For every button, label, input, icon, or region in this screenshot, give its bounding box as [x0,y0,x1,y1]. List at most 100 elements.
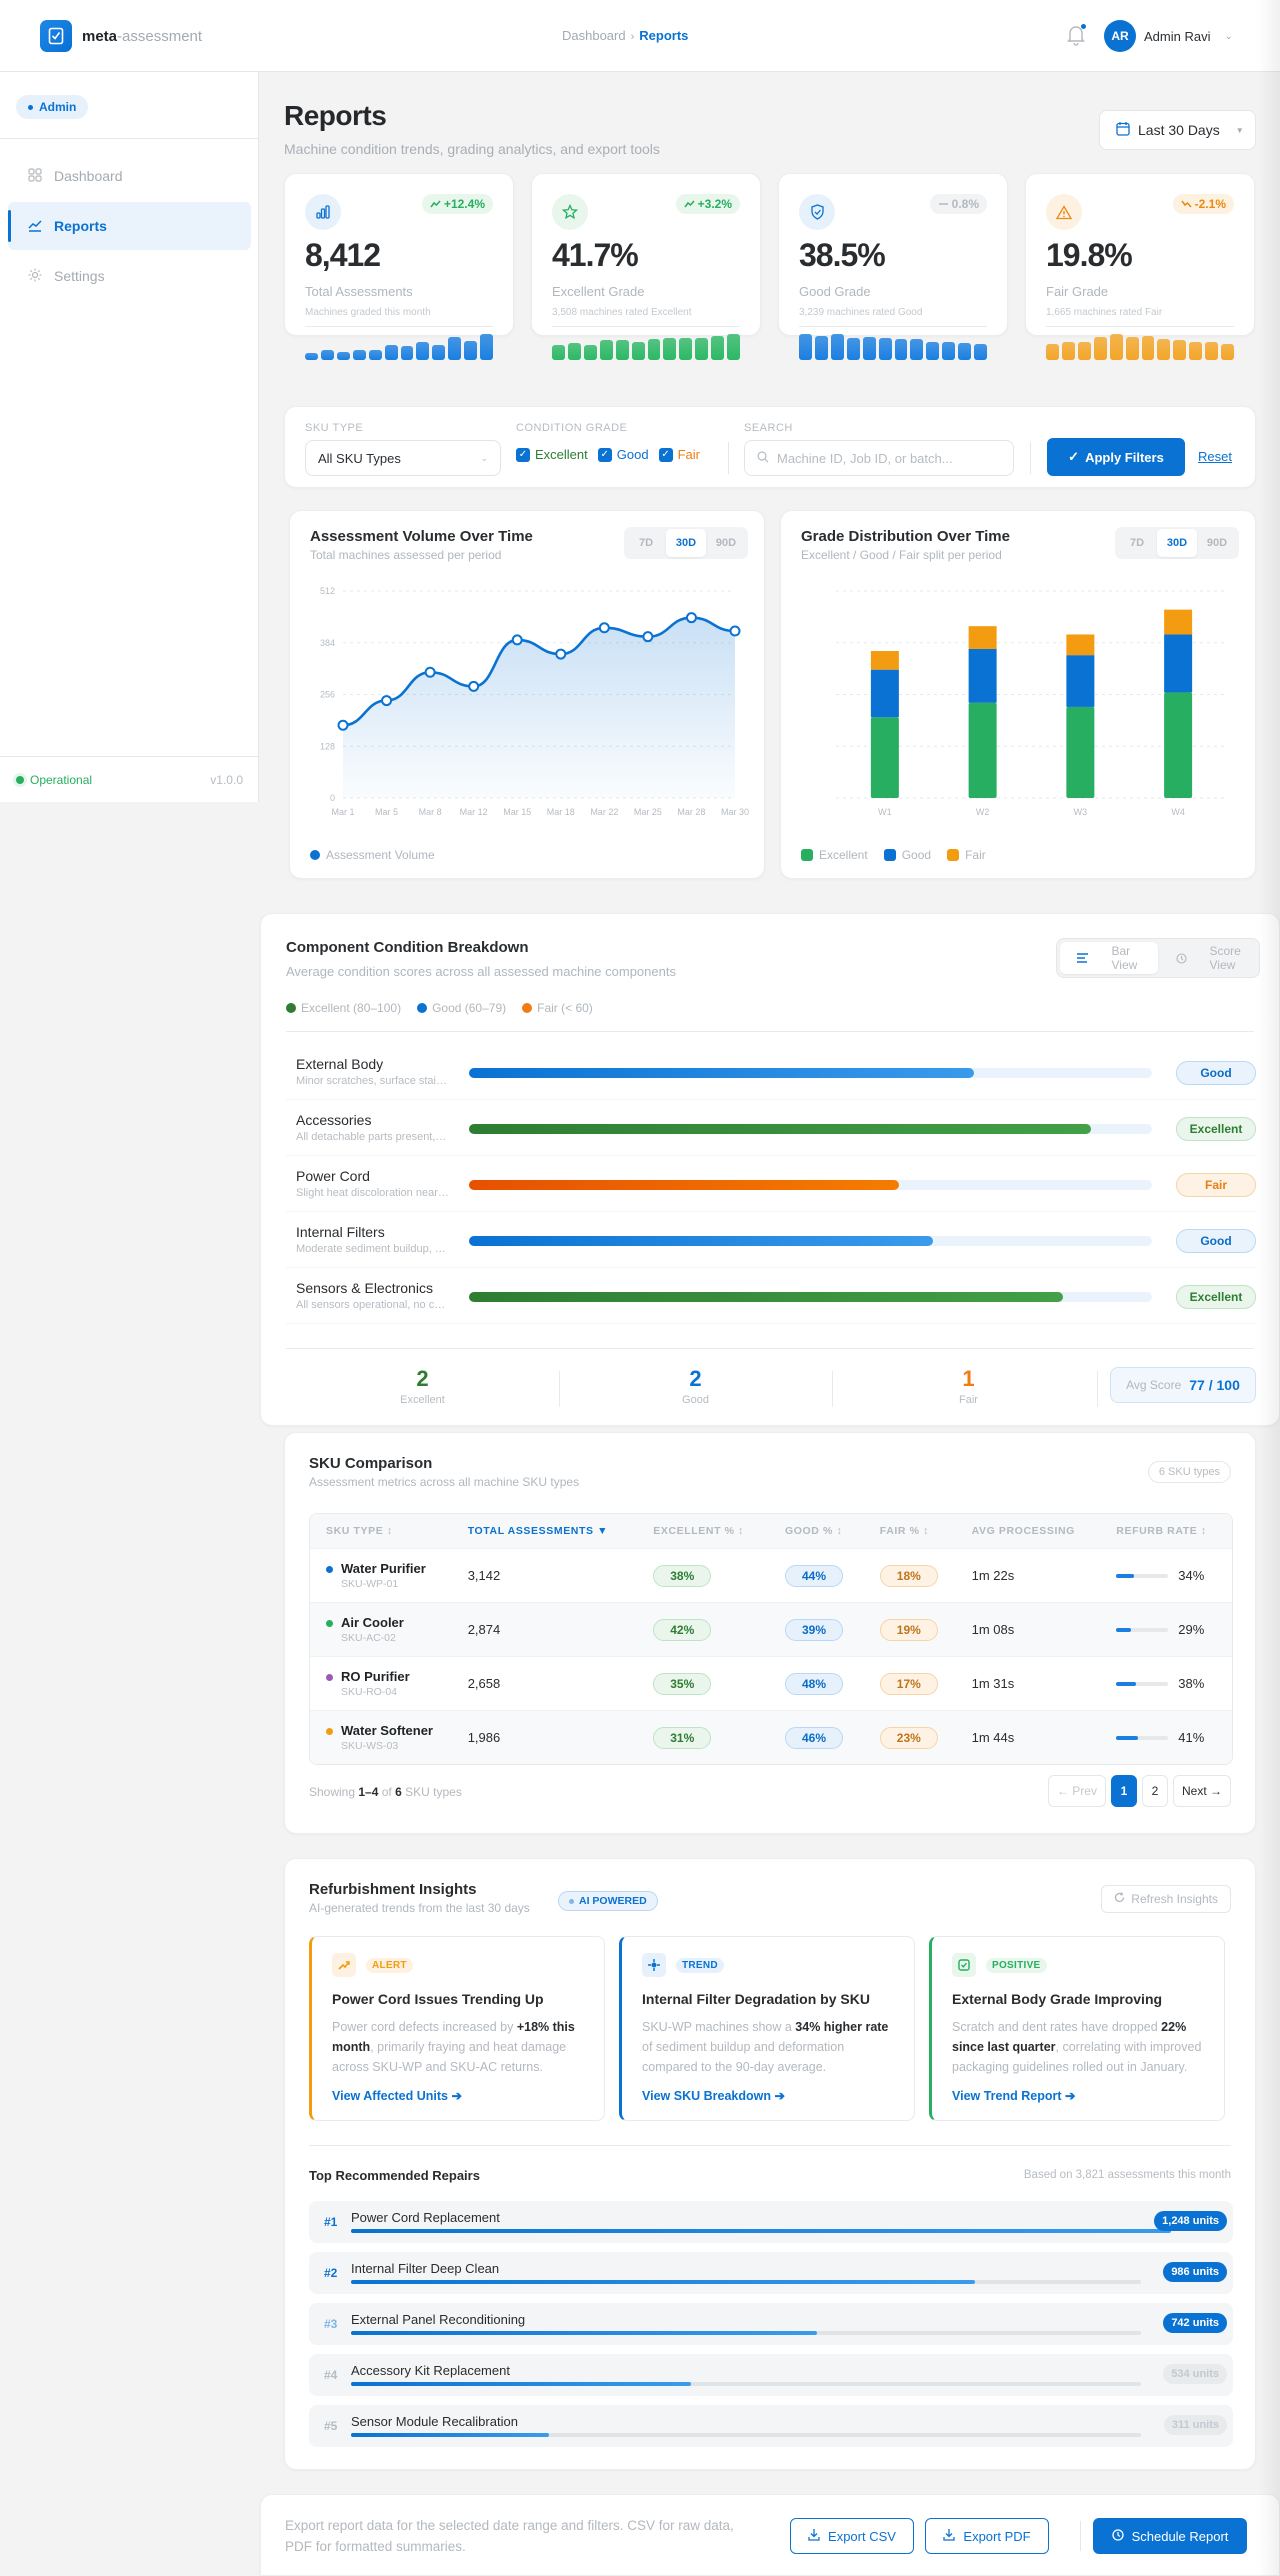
search-input[interactable]: Machine ID, Job ID, or batch... [744,440,1014,476]
sku-type-select[interactable]: All SKU Types ⌄ [305,440,501,476]
area-chart-plot: 0 128 256 384 512 Mar 1 Mar 5 Mar 8 Mar 12 Mar 15… [320,586,749,817]
repair-item[interactable]: #4 Accessory Kit Replacement 534 units [309,2354,1233,2396]
status-dot [16,775,24,784]
component-row[interactable]: Internal Filters Moderate sediment build… [286,1212,1256,1268]
section-title: Refurbishment Insights [309,1881,477,1898]
refresh-insights-button[interactable]: Refresh Insights [1101,1885,1231,1913]
date-range-select[interactable]: Last 30 Days ▼ [1099,110,1256,150]
col-sku-type[interactable]: SKU TYPE ↕ [326,1525,393,1537]
range-30d[interactable]: 30D [666,529,706,557]
col-fair[interactable]: FAIR % ↕ [879,1525,929,1537]
repairs-title: Top Recommended Repairs [309,2168,480,2183]
user-menu[interactable]: AR Admin Ravi ⌄ [1104,20,1233,52]
component-row[interactable]: External Body Minor scratches, surface s… [286,1044,1256,1100]
range-90d[interactable]: 90D [1206,537,1228,549]
data-point[interactable] [381,695,393,707]
chart-subtitle: Total machines assessed per period [310,548,502,562]
check-icon[interactable]: ✓ [597,447,612,462]
bar-segment-fair[interactable] [968,626,997,649]
insight-link[interactable]: View Affected Units ➔ [332,2089,462,2103]
check-icon[interactable]: ✓ [658,447,673,462]
bar-segment-good[interactable] [968,648,997,703]
sidebar-item-dashboard[interactable]: Dashboard [8,152,251,200]
checkbox-logo-icon [40,20,72,52]
table-row[interactable]: Water Softener SKU-WS-03 1,986 31% 46% 23… [310,1710,1232,1764]
component-description: Minor scratches, surface stai… [296,1075,447,1087]
table-row[interactable]: Air Cooler SKU-AC-02 2,874 42% 39% 19% 1m… [310,1602,1232,1656]
refurb-bar-fill [1116,1573,1134,1578]
bar-segment-excellent[interactable] [1164,692,1193,798]
bar-segment-good[interactable] [1066,655,1095,707]
col-total-assessments[interactable]: TOTAL ASSESSMENTS ▼ [467,1525,609,1537]
repair-item[interactable]: #1 Power Cord Replacement 1,248 units [309,2201,1233,2243]
legend-item: Assessment Volume [310,848,435,862]
range-7d[interactable]: 7D [1129,537,1145,549]
trend-badge: +3.2% [675,194,740,214]
repair-bar-track [351,2331,1141,2335]
col-refurb-rate[interactable]: REFURB RATE ↕ [1116,1525,1207,1537]
schedule-report-button[interactable]: Schedule Report [1093,2518,1247,2554]
data-point[interactable] [424,666,436,678]
data-point[interactable] [511,634,523,646]
checkbox-excellent[interactable]: ✓ Excellent [516,447,588,462]
clock-icon [1158,952,1205,964]
checkbox-good[interactable]: ✓ Good [597,447,649,462]
status-label: Operational [30,772,93,787]
data-point[interactable] [685,612,697,624]
bar-segment-excellent[interactable] [968,702,997,798]
table-row[interactable]: RO Purifier SKU-RO-04 2,658 35% 48% 17% 1… [310,1656,1232,1710]
page-1-button[interactable]: 1 [1110,1775,1137,1807]
data-point[interactable] [729,625,741,637]
export-pdf-button[interactable]: Export PDF [925,2518,1049,2554]
refurb-rate: 41% [1116,1730,1232,1745]
bar-segment-fair[interactable] [1066,634,1095,656]
insight-link[interactable]: View SKU Breakdown ➔ [642,2089,785,2103]
data-point[interactable] [642,631,654,643]
range-7d[interactable]: 7D [638,537,654,549]
next-page-button[interactable]: Next → [1172,1775,1231,1807]
repair-item[interactable]: #3 External Panel Reconditioning 742 uni… [309,2303,1233,2345]
repair-item[interactable]: #2 Internal Filter Deep Clean 986 units [309,2252,1233,2294]
sidebar-item-settings[interactable]: Settings [8,252,251,300]
range-90d[interactable]: 90D [715,537,737,549]
bar-segment-excellent[interactable] [870,717,899,798]
data-point[interactable] [598,622,610,634]
component-row[interactable]: Accessories All detachable parts present… [286,1100,1256,1156]
apply-filters-button[interactable]: ✓ Apply Filters [1047,438,1185,476]
component-row[interactable]: Power Cord Slight heat discoloration nea… [286,1156,1256,1212]
sidebar-item-reports[interactable]: Reports [8,202,251,250]
insight-title: Internal Filter Degradation by SKU [642,1991,870,2007]
insight-link[interactable]: View Trend Report ➔ [952,2089,1076,2103]
breadcrumb-dashboard[interactable]: Dashboard [562,28,626,43]
col-excellent[interactable]: EXCELLENT % ↕ [653,1525,744,1537]
data-point[interactable] [468,680,480,692]
trend-up-icon [684,197,695,211]
table-row[interactable]: Water Purifier SKU-WP-01 3,142 38% 44% 18… [310,1548,1232,1602]
page-2-button[interactable]: 2 [1141,1775,1168,1807]
reset-link[interactable]: Reset [1198,449,1232,464]
bar-segment-fair[interactable] [1164,609,1193,635]
check-icon[interactable]: ✓ [516,447,530,462]
prev-page-button[interactable]: ← Prev [1047,1775,1106,1807]
component-row[interactable]: Sensors & Electronics All sensors operat… [286,1268,1256,1324]
bar-segment-good[interactable] [1164,634,1193,693]
bar-view-button[interactable]: Bar View [1060,942,1158,974]
repair-item[interactable]: #5 Sensor Module Recalibration 311 units [309,2405,1233,2447]
sparkline-bar [814,336,828,360]
repair-rank: #1 [324,2215,338,2229]
search-icon [757,450,769,466]
data-point[interactable] [555,648,567,660]
chevron-down-icon: ⌄ [480,452,488,463]
data-point[interactable] [337,719,349,731]
bell-icon[interactable] [1066,24,1086,46]
bar-segment-fair[interactable] [870,651,899,670]
bar-segment-excellent[interactable] [1066,706,1095,798]
range-30d[interactable]: 30D [1157,529,1197,557]
col-good[interactable]: GOOD % ↕ [784,1525,843,1537]
export-csv-button[interactable]: Export CSV [790,2518,914,2554]
checkbox-fair[interactable]: ✓ Fair [658,447,700,462]
bar-segment-good[interactable] [870,669,899,718]
brand[interactable]: meta-assessment [40,20,202,52]
total-assessments: 1,986 [467,1730,501,1745]
score-view-button[interactable]: Score View [1158,942,1256,974]
